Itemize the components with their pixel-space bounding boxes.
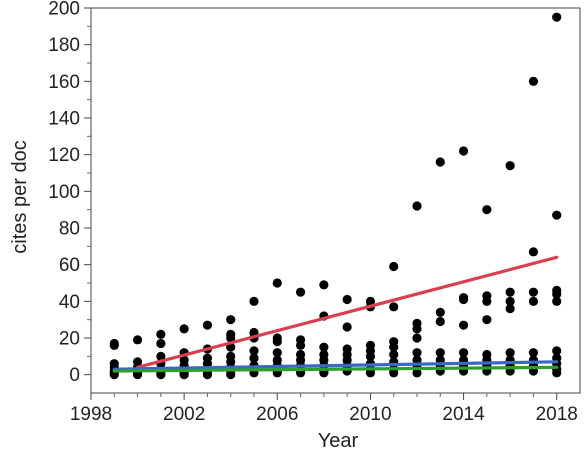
data-point [505, 287, 515, 297]
y-tick-label: 20 [59, 329, 80, 350]
x-tick-label: 1998 [70, 404, 112, 425]
data-point [505, 304, 515, 314]
data-point [156, 370, 166, 380]
y-axis-ticks: 0 20 40 60 80 100 120 140 160 180 200 [48, 0, 91, 386]
data-point [552, 210, 562, 220]
y-tick-label: 60 [59, 255, 80, 276]
x-tick-label: 2014 [442, 404, 485, 425]
y-tick-label: 200 [48, 0, 80, 20]
data-point [226, 315, 236, 325]
data-point [365, 351, 376, 361]
x-tick-label: 2010 [349, 404, 391, 425]
data-point [109, 340, 119, 350]
data-point [482, 296, 492, 306]
y-tick-label: 140 [48, 109, 80, 130]
data-point [202, 370, 213, 380]
data-point [482, 205, 492, 215]
data-point [295, 287, 306, 297]
data-point [528, 296, 539, 306]
data-point [552, 289, 562, 299]
data-point [249, 346, 259, 356]
data-point [458, 146, 469, 156]
data-point [342, 294, 352, 305]
data-point [435, 307, 445, 317]
data-point [435, 157, 445, 167]
data-point [505, 161, 515, 171]
x-axis-title: Year [318, 430, 359, 452]
data-point [156, 329, 166, 339]
x-axis-ticks: 1998 2002 2006 2010 2014 2018 [70, 393, 578, 425]
data-point [156, 351, 166, 361]
data-point [389, 261, 399, 272]
data-point [389, 368, 399, 378]
data-points [109, 12, 562, 380]
data-point [412, 355, 422, 365]
data-point [272, 278, 282, 288]
data-point [226, 333, 236, 343]
data-point [458, 320, 469, 330]
data-point [319, 280, 329, 290]
data-point [295, 340, 306, 350]
fit-line [112, 365, 559, 373]
x-tick-label: 2018 [536, 404, 578, 425]
y-tick-label: 0 [69, 365, 80, 386]
fit-line [112, 360, 559, 371]
data-point [389, 302, 399, 312]
x-tick-label: 2006 [256, 404, 298, 425]
data-point [272, 337, 282, 347]
y-tick-label: 120 [48, 145, 80, 166]
data-point [249, 353, 259, 363]
x-tick-label: 2002 [163, 404, 205, 425]
data-point [505, 348, 515, 358]
fit-line [135, 255, 559, 369]
y-tick-label: 160 [48, 72, 80, 93]
data-point [435, 316, 445, 327]
data-point [412, 201, 422, 211]
data-point [389, 342, 399, 352]
data-point [179, 370, 189, 380]
data-point [528, 247, 539, 257]
data-point [389, 349, 399, 360]
data-point [319, 342, 329, 352]
data-point [505, 296, 515, 306]
data-point [179, 324, 189, 334]
data-point [528, 287, 539, 297]
data-point [552, 368, 562, 378]
data-point [552, 296, 562, 306]
data-point [365, 368, 376, 378]
data-point [412, 348, 422, 358]
data-point [272, 348, 282, 358]
data-point [226, 370, 236, 380]
data-point [412, 368, 422, 378]
data-point [482, 315, 492, 325]
plot-border [90, 7, 581, 394]
data-point [342, 322, 352, 332]
data-point [528, 76, 539, 86]
data-point [202, 320, 213, 330]
data-point [156, 338, 166, 349]
plot-frame [90, 7, 581, 394]
data-point [458, 294, 469, 305]
y-tick-label: 40 [59, 292, 80, 313]
fit-lines [112, 255, 559, 373]
y-tick-label: 80 [59, 219, 80, 240]
data-point [435, 348, 445, 358]
data-point [412, 324, 422, 334]
data-point [132, 335, 143, 345]
y-tick-label: 100 [48, 182, 80, 203]
y-axis-title: cites per doc [9, 140, 31, 253]
data-point [552, 346, 562, 356]
data-point [249, 296, 259, 306]
data-point [412, 333, 422, 343]
data-point [552, 12, 562, 22]
data-point [528, 348, 539, 358]
y-tick-label: 180 [48, 35, 80, 56]
data-point [458, 348, 469, 358]
